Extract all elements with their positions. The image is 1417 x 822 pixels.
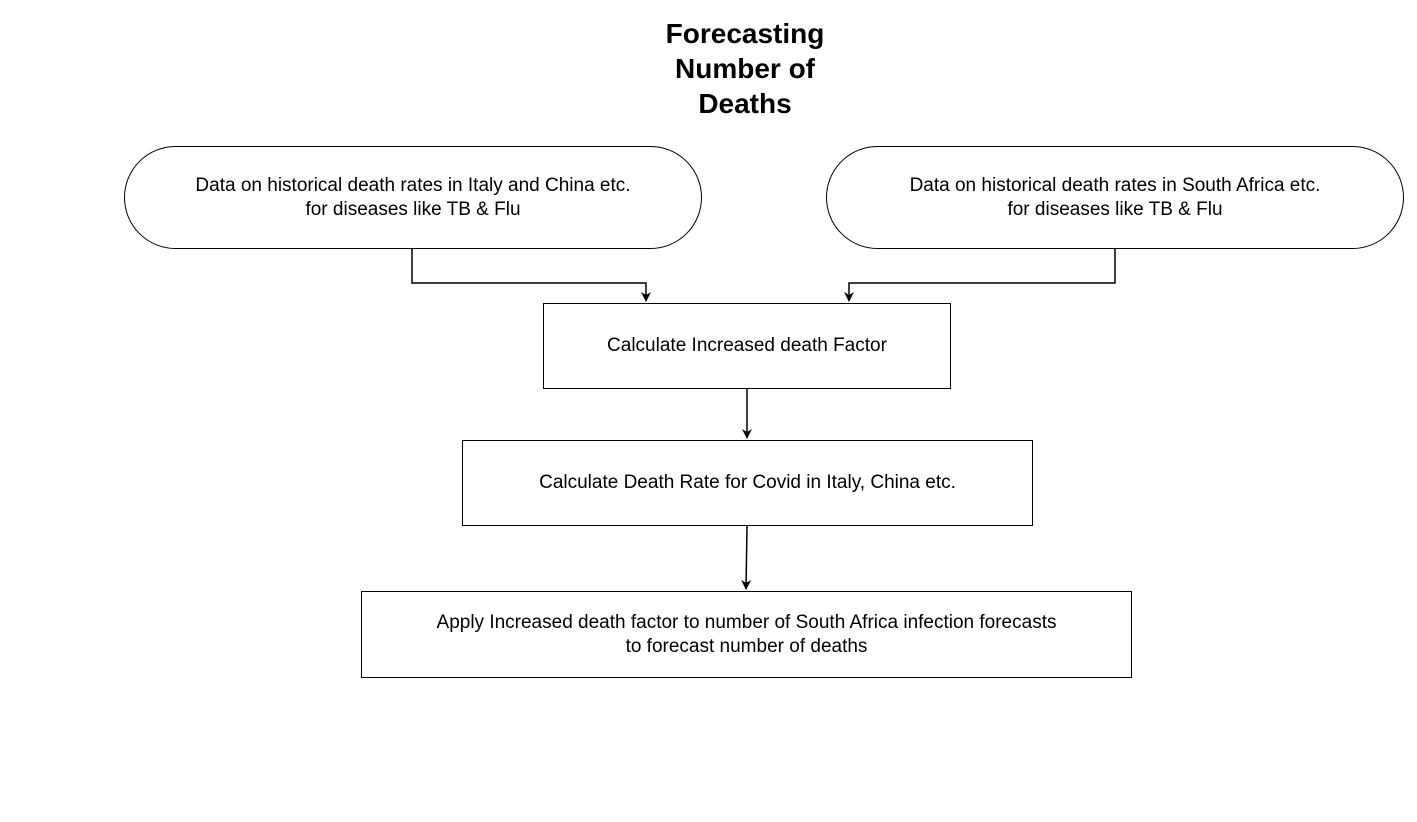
title-line-1: Forecasting — [665, 18, 825, 49]
process-node-increased-death-factor: Calculate Increased death Factor — [543, 303, 951, 389]
node-text-line: for diseases like TB & Flu — [1007, 198, 1223, 220]
diagram-title: Forecasting Number of Deaths — [620, 16, 870, 121]
source-node-italy-china: Data on historical death rates in Italy … — [124, 146, 702, 249]
node-text-line: Calculate Death Rate for Covid in Italy,… — [539, 472, 956, 493]
node-text-line: for diseases like TB & Flu — [305, 198, 521, 220]
process-node-covid-death-rate: Calculate Death Rate for Covid in Italy,… — [462, 440, 1033, 526]
connector-right-source-to-factor — [844, 249, 1116, 302]
node-text-line: Data on historical death rates in Italy … — [195, 174, 631, 196]
connector-covid-rate-to-apply — [741, 525, 752, 590]
node-text-line: Apply Increased death factor to number o… — [436, 611, 1057, 633]
connector-left-source-to-factor — [411, 249, 651, 302]
node-text-line: Data on historical death rates in South … — [909, 174, 1321, 196]
title-line-3: Deaths — [698, 88, 792, 119]
process-node-apply-factor: Apply Increased death factor to number o… — [361, 591, 1132, 678]
node-text-line: Calculate Increased death Factor — [607, 335, 887, 356]
source-node-south-africa: Data on historical death rates in South … — [826, 146, 1404, 249]
title-line-2: Number of — [675, 53, 815, 84]
node-text-line: to forecast number of deaths — [625, 635, 868, 657]
